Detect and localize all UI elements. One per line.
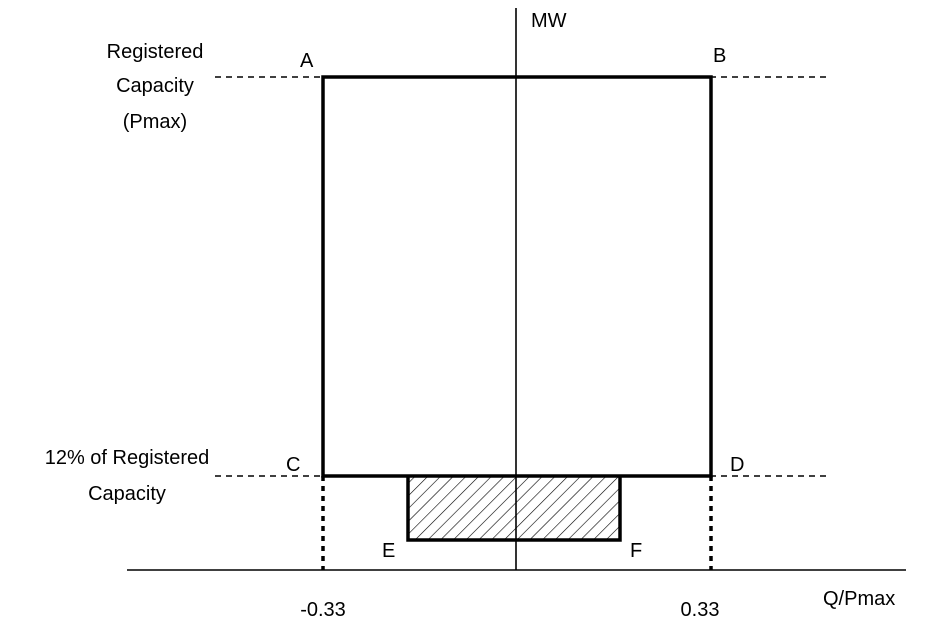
registered-capacity-line-3: (Pmax) xyxy=(123,111,187,133)
registered-capacity-line-1: Registered xyxy=(107,41,204,63)
ef-boundary xyxy=(406,476,622,542)
registered-capacity-line-2: Capacity xyxy=(116,75,194,97)
point-d-label: D xyxy=(730,454,744,476)
twelve-percent-line-2: Capacity xyxy=(88,483,166,505)
twelve-percent-line-1: 12% of Registered xyxy=(45,447,210,469)
q-axis-label: Q/Pmax xyxy=(823,588,895,610)
point-e-label: E xyxy=(382,540,395,562)
capability-envelope xyxy=(321,75,713,478)
mw-axis-label: MW xyxy=(531,10,567,32)
point-a-label: A xyxy=(300,50,314,72)
point-b-label: B xyxy=(713,45,726,67)
hatched-region xyxy=(408,476,620,540)
point-c-label: C xyxy=(286,454,300,476)
tick-right-label: 0.33 xyxy=(681,599,720,621)
tick-left-label: -0.33 xyxy=(300,599,346,621)
point-f-label: F xyxy=(630,540,642,562)
